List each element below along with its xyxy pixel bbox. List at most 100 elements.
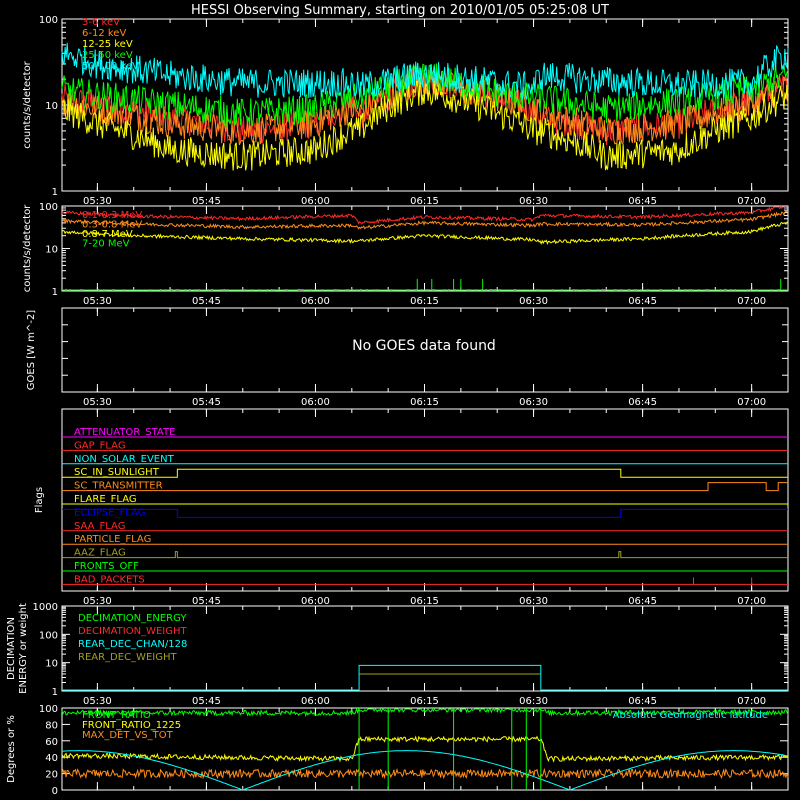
legend-entry: 0.1-0.3 MeV [82,210,142,221]
flag-label: BAD_PACKETS [74,574,145,585]
x-tick-label: 05:45 [192,196,221,207]
y-axis-label: Flags [34,487,45,513]
y-tick-label: 1 [52,287,58,298]
legend-entry: 12-25 keV [82,39,133,50]
y-tick-label: 0 [52,786,58,797]
y-axis-label: counts/s/detector [22,60,33,148]
y-tick-label: 10 [45,245,58,256]
y-tick-label: 40 [45,753,58,764]
legend-entry: FRONT_RATIO [82,710,151,721]
y-tick-label: 100 [39,704,58,715]
flag-label: PARTICLE_FLAG [74,534,151,545]
x-tick-label: 05:30 [83,696,112,707]
flag-label: SC_TRANSMITTER [74,481,163,492]
y-tick-label: 1 [52,687,58,698]
flag-line [62,508,788,518]
y-axis-label: GOES [W m^-2] [26,310,37,391]
x-tick-label: 06:15 [410,196,439,207]
x-tick-label: 06:30 [519,296,548,307]
rear-dec-chan-line [62,664,788,691]
no-data-message: No GOES data found [352,338,496,354]
x-tick-label: 06:45 [628,196,657,207]
x-tick-label: 05:30 [83,196,112,207]
y-axis-label: ENERGY or weight [18,603,29,694]
legend-entry: REAR_DEC_CHAN/128 [78,639,187,650]
front-ratio-1225-line [61,735,789,763]
flag-line [62,551,788,559]
flag-label: AAZ_FLAG [74,548,126,559]
series-line-7-20-MeV [61,288,788,291]
y-tick-label: 10 [45,101,58,112]
y-axis-label: counts/s/detector [22,204,33,292]
legend-entry: 7-20 MeV [82,239,130,250]
panel-front-ratio: 0 20 40 60 80 100 Degrees or % FRONT_RATIOFRONT… [6,704,789,797]
y-tick-label: 80 [45,720,58,731]
series-line-0.1-0.3-MeV [61,206,788,225]
flag-line [62,468,788,478]
x-tick-label: 06:45 [628,296,657,307]
x-tick-label: 06:00 [301,596,330,607]
x-tick-label: 05:45 [192,596,221,607]
flag-label: SC_IN_SUNLIGHT [74,467,160,478]
x-tick-label: 05:45 [192,296,221,307]
y-tick-label: 1 [52,187,58,198]
legend-entry: DECIMATION_ENERGY [78,613,187,624]
panel-flags: 05:30 05:45 06:00 06:15 06:30 06:45 07:00 Flags… [34,408,789,607]
y-tick-label: 100 [39,15,58,26]
legend-entry: 6-12 keV [82,28,126,39]
panel-count-rates: 05:30 05:45 06:00 06:15 06:30 06:45 07:00 1 10 10… [22,15,789,207]
series-line-0.3-0.8-MeV [61,210,789,230]
x-tick-label: 05:45 [192,696,221,707]
geomagnetic-latitude-line [61,750,789,791]
legend-entry: 3-6 keV [82,17,120,28]
flag-label: ATTENUATOR_STATE [74,427,175,438]
x-tick-label: 06:15 [410,296,439,307]
legend-entry: 25-50 keV [82,50,133,61]
legend-entry: REAR_DEC_WEIGHT [78,652,177,663]
flag-label: FRONTS_OFF [74,561,139,572]
front-ratio-line [61,707,789,718]
series-line-0.8-7-MeV [61,221,789,245]
flag-label: GAP_FLAG [74,440,126,451]
series-line-25-50-keV [61,62,789,128]
legend-entry: MAX_DET_VS_TOT [82,730,174,741]
x-tick-label: 05:30 [83,397,112,408]
x-tick-label: 06:00 [301,296,330,307]
panel-decimation: 05:30 05:45 06:00 06:15 06:30 06:45 07:00 1 10 10… [6,602,789,707]
x-tick-label: 06:45 [628,696,657,707]
x-tick-label: 06:30 [519,196,548,207]
y-tick-label: 10 [45,659,58,670]
y-tick-label: 20 [45,770,58,781]
x-tick-label: 06:15 [410,696,439,707]
legend-entry: Absolute Geomagnetic latitude [613,710,768,721]
x-tick-label: 07:00 [737,696,766,707]
x-tick-label: 06:00 [301,696,330,707]
y-axis-label: DECIMATION [6,617,17,680]
x-tick-label: 07:00 [737,596,766,607]
x-tick-label: 06:15 [410,596,439,607]
flag-label: ECLIPSE_FLAG [74,507,145,518]
y-tick-label: 60 [45,737,58,748]
series-line-50-100-keV [61,42,789,100]
flag-label: SAA_FLAG [74,521,125,532]
y-tick-label: 100 [39,202,58,213]
legend-entry: 0.3-0.8 MeV [82,220,142,231]
y-tick-label: 1000 [33,602,58,613]
y-axis-label: Degrees or % [6,715,17,783]
x-tick-label: 06:30 [519,596,548,607]
x-tick-label: 05:30 [83,296,112,307]
page-title: HESSI Observing Summary, starting on 201… [191,3,609,18]
x-tick-label: 06:30 [519,696,548,707]
x-tick-label: 06:45 [628,596,657,607]
x-tick-label: 05:30 [83,596,112,607]
legend-entry: FRONT_RATIO_1225 [82,720,181,731]
x-tick-label: 06:45 [628,397,657,408]
panel-goes: 05:30 05:45 06:00 06:15 06:30 06:45 07:00 GOES … [26,307,789,408]
x-tick-label: 07:00 [737,296,766,307]
flag-line [62,482,788,492]
legend-entry: DECIMATION_WEIGHT [78,626,187,637]
y-tick-label: 100 [39,630,58,641]
x-tick-label: 06:00 [301,397,330,408]
legend-entry: 0.8-7 MeV [82,229,133,240]
